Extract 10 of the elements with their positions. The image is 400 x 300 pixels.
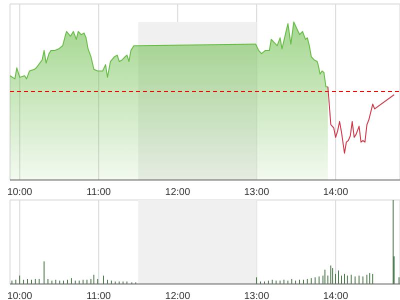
x-tick-label: 10:00 bbox=[7, 291, 33, 300]
x-tick-label: 10:00 bbox=[7, 187, 33, 198]
x-tick-label: 11:00 bbox=[86, 291, 112, 300]
x-tick-label: 14:00 bbox=[323, 291, 349, 300]
x-tick-label: 12:00 bbox=[165, 187, 191, 198]
x-tick-label: 13:00 bbox=[244, 187, 270, 198]
x-tick-label: 13:00 bbox=[244, 291, 270, 300]
x-tick-label: 12:00 bbox=[165, 291, 191, 300]
x-tick-label: 14:00 bbox=[323, 187, 349, 198]
x-tick-label: 11:00 bbox=[86, 187, 112, 198]
